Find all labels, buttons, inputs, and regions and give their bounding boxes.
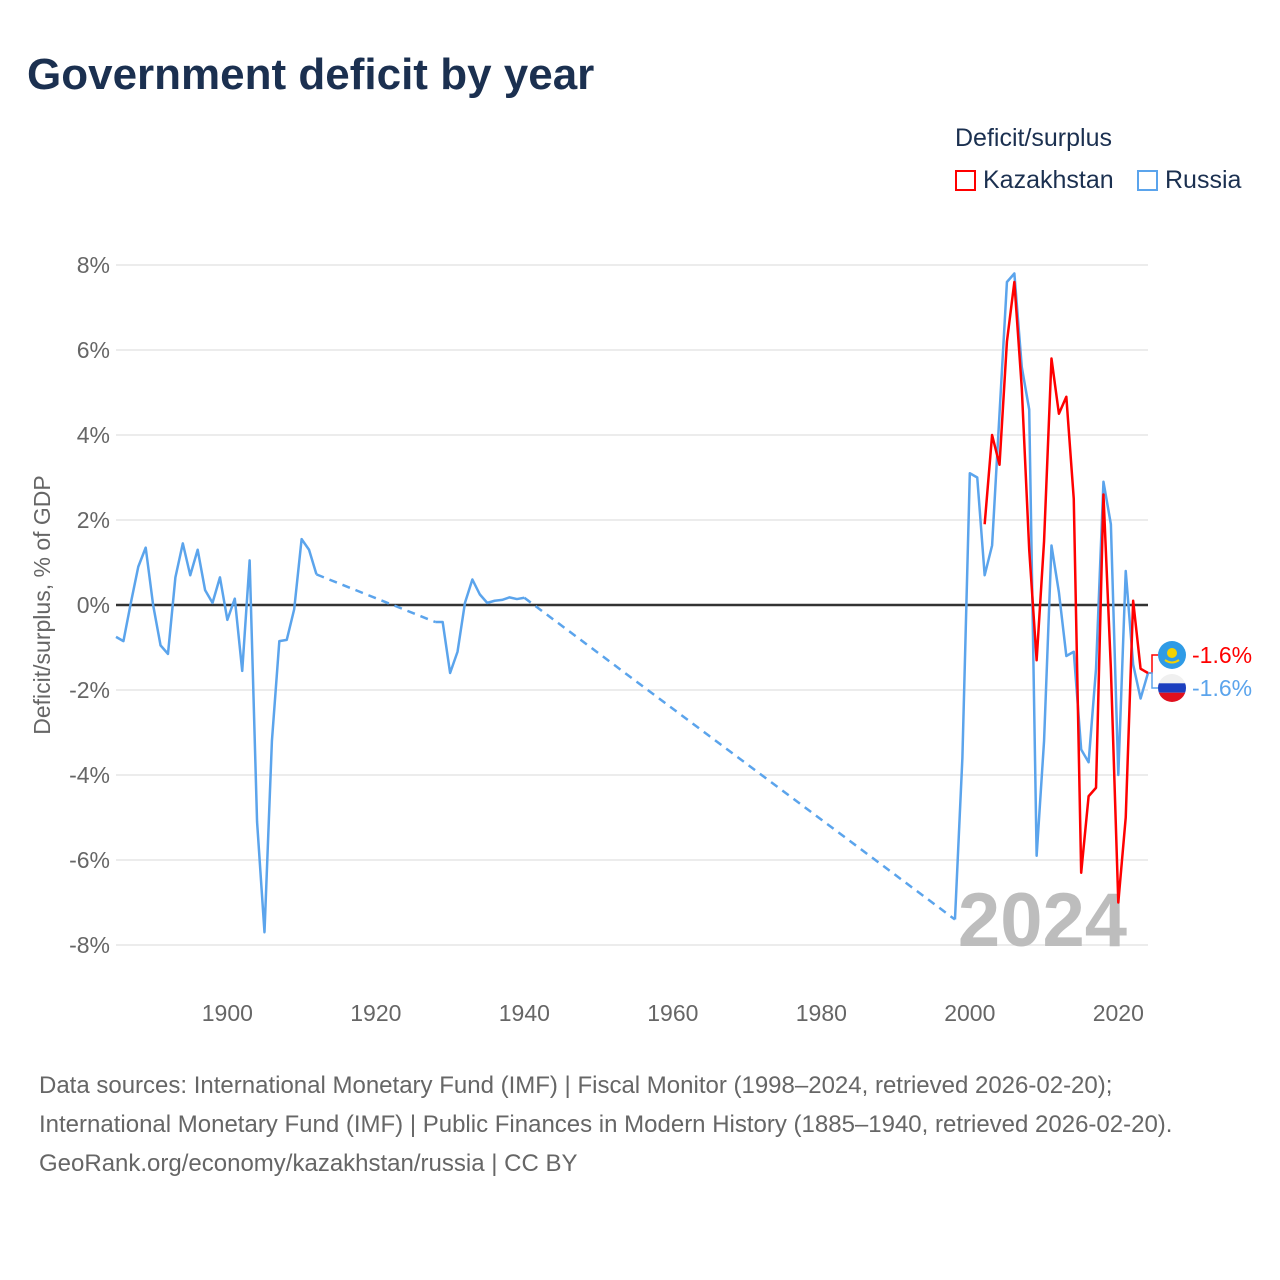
series-line-kazakhstan — [983, 280, 1149, 904]
y-axis-title: Deficit/surplus, % of GDP — [29, 475, 55, 734]
year-watermark: 2024 — [958, 878, 1127, 963]
footer: Data sources: International Monetary Fun… — [39, 1066, 1239, 1183]
y-tick-label: 0% — [77, 592, 110, 618]
y-tick-label: -6% — [69, 847, 110, 873]
gap-connector-russia — [523, 596, 956, 921]
x-tick-label: 1920 — [350, 1000, 401, 1026]
chart-area: -8% -6% -4% -2% 0% 2% 4% 6% 8% 1900 1920 1940 1960 19… — [29, 252, 1252, 1026]
x-tick-label: 1980 — [796, 1000, 847, 1026]
y-tick-label: -8% — [69, 932, 110, 958]
flag-stripe — [1158, 683, 1186, 693]
data-sources: Data sources: International Monetary Fun… — [39, 1072, 1173, 1138]
flag-sun — [1167, 648, 1177, 658]
series-line-russia — [953, 272, 1150, 920]
end-value-label-russia: -1.6% — [1192, 675, 1252, 701]
y-tick-label: -2% — [69, 677, 110, 703]
series-line-russia — [115, 537, 318, 934]
legend-item-russia[interactable]: Russia — [1137, 166, 1241, 195]
legend-label: Kazakhstan — [983, 166, 1114, 194]
legend-swatch-kazakhstan — [955, 170, 976, 191]
end-value-label-kazakhstan: -1.6% — [1192, 642, 1252, 668]
y-tick-label: 8% — [77, 252, 110, 278]
series-line-russia — [435, 578, 525, 675]
x-tick-label: 2000 — [944, 1000, 995, 1026]
x-tick-label: 1900 — [202, 1000, 253, 1026]
end-label-connector — [1148, 654, 1158, 674]
flag-stripe — [1158, 692, 1186, 702]
x-tick-label: 1960 — [647, 1000, 698, 1026]
russia-flag-icon — [1158, 674, 1186, 702]
legend-label: Russia — [1165, 166, 1242, 194]
y-tick-label: -4% — [69, 762, 110, 788]
legend-title: Deficit/surplus — [955, 124, 1112, 152]
flag-stripe — [1158, 674, 1186, 684]
y-tick-label: 6% — [77, 337, 110, 363]
credit-link[interactable]: GeoRank.org/economy/kazakhstan/russia | … — [39, 1150, 578, 1177]
legend-item-kazakhstan[interactable]: Kazakhstan — [955, 166, 1114, 195]
x-tick-label: 1940 — [499, 1000, 550, 1026]
legend-swatch-russia — [1137, 170, 1158, 191]
flag-eagle — [1164, 659, 1180, 664]
y-tick-label: 2% — [77, 507, 110, 533]
y-tick-label: 4% — [77, 422, 110, 448]
gap-connector-russia — [315, 573, 436, 624]
x-tick-label: 2020 — [1093, 1000, 1144, 1026]
chart-title: Government deficit by year — [27, 50, 595, 99]
end-label-connector — [1148, 672, 1158, 689]
